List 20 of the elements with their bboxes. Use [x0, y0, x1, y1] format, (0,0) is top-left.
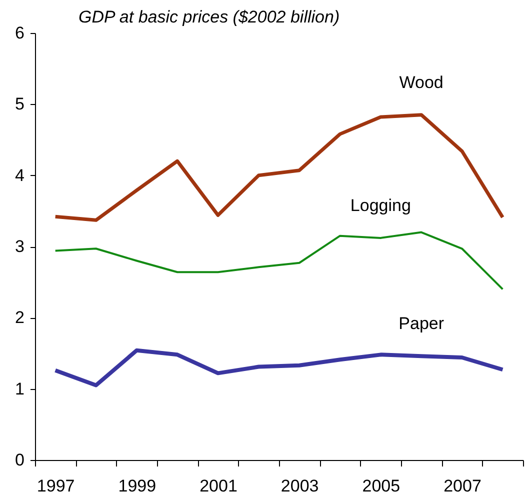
y-tick-label: 2 [15, 308, 24, 328]
line-series [54, 231, 504, 290]
y-tick-label: 6 [15, 24, 24, 42]
x-tick-label: 1997 [36, 476, 75, 496]
y-tick-label: 0 [15, 450, 24, 470]
x-tick-label: 2007 [444, 476, 482, 496]
series-label: Paper [398, 314, 444, 334]
x-tick-label: 2003 [280, 476, 319, 496]
y-tick-label: 5 [15, 94, 24, 114]
series-label: Logging [350, 196, 411, 215]
y-tick-label: 3 [15, 237, 24, 256]
line-series [53, 348, 505, 388]
x-tick-label: 1999 [118, 476, 156, 496]
y-tick-label: 1 [15, 379, 24, 398]
y-tick-label: 4 [15, 166, 24, 185]
series-label: Wood [399, 72, 444, 92]
line-series [54, 113, 504, 222]
x-tick-label: 2001 [200, 476, 238, 496]
y-axis-title: GDP at basic prices ($2002 billion) [78, 8, 340, 26]
x-tick-label: 2005 [362, 476, 400, 496]
